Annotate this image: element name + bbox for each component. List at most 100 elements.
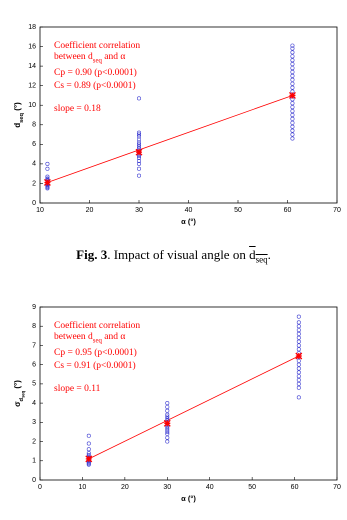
data-point (137, 96, 142, 101)
annotation: slope = 0.18 (54, 104, 101, 114)
data-point (290, 73, 295, 78)
data-point (296, 395, 301, 400)
x-tick-label: 40 (185, 207, 193, 214)
data-point (296, 374, 301, 379)
annotation: Coefficient correlation (54, 40, 140, 51)
annotation: Cs = 0.89 (p<0.0001) (54, 80, 136, 91)
fit-line (88, 355, 299, 460)
text-part: Cp = 0.90 (p<0.0001) (54, 67, 137, 78)
y-tick-label: 0 (32, 477, 36, 484)
data-point (45, 161, 50, 166)
text-part: and α (102, 332, 125, 342)
caption-part: . (267, 247, 271, 262)
caption-part: seq (255, 254, 268, 265)
text-part: Cp = 0.95 (p<0.0001) (54, 347, 137, 358)
data-point (137, 130, 142, 135)
data-point (290, 85, 295, 90)
y-tick-label: 2 (32, 438, 36, 445)
data-point (290, 54, 295, 59)
data-point (165, 416, 170, 421)
data-point (296, 314, 301, 319)
data-point (86, 451, 91, 456)
data-point (165, 414, 170, 419)
caption-part: d (249, 247, 256, 262)
data-point (290, 120, 295, 125)
text-part: Cs = 0.89 (p<0.0001) (54, 80, 136, 91)
data-point (290, 62, 295, 67)
data-point (165, 429, 170, 434)
data-point (165, 404, 170, 409)
y-tick-label: 12 (28, 83, 36, 90)
data-point (296, 381, 301, 386)
data-point (290, 81, 295, 86)
y-tick-label: 1 (32, 458, 36, 465)
x-tick-label: 60 (284, 207, 292, 214)
y-tick-label: 0 (32, 200, 36, 207)
data-point (290, 105, 295, 110)
data-point (165, 412, 170, 417)
text-part: Cs = 0.91 (p<0.0001) (54, 360, 136, 371)
data-point (165, 426, 170, 431)
mean-marker (288, 91, 296, 99)
data-point (137, 142, 142, 147)
annotation: between dseq and α (54, 52, 125, 64)
data-point (290, 113, 295, 118)
y-axis-label: dseq (°) (13, 102, 24, 128)
x-tick-label: 50 (248, 484, 256, 491)
data-point (290, 128, 295, 133)
data-point (290, 43, 295, 48)
y-tick-label: 14 (28, 63, 36, 70)
data-point (137, 132, 142, 137)
text-part: seq (93, 57, 103, 64)
data-point (137, 134, 142, 139)
data-point (290, 77, 295, 82)
data-point (290, 66, 295, 71)
y-tick-label: 5 (32, 381, 36, 388)
y-tick-label: 7 (32, 342, 36, 349)
data-point (86, 441, 91, 446)
annotation: slope = 0.11 (54, 384, 101, 394)
data-point (86, 447, 91, 452)
y-tick-label: 18 (28, 24, 36, 31)
data-point (296, 343, 301, 348)
data-point (290, 124, 295, 129)
y-tick-label: 4 (32, 161, 36, 168)
data-point (296, 358, 301, 363)
y-axis-label: σdseq (°) (13, 380, 26, 407)
text-part: slope = 0.11 (54, 384, 101, 394)
data-point (290, 116, 295, 121)
data-point (290, 58, 295, 63)
data-point (165, 431, 170, 436)
data-point (296, 370, 301, 375)
data-point (296, 320, 301, 325)
data-point (86, 433, 91, 438)
y-tick-label: 6 (32, 141, 36, 148)
data-point (290, 69, 295, 74)
x-tick-label: 20 (86, 207, 94, 214)
data-point (137, 161, 142, 166)
data-point (296, 385, 301, 390)
mean-marker (85, 455, 93, 463)
annotation: Cs = 0.91 (p<0.0001) (54, 360, 136, 371)
data-point (137, 144, 142, 149)
data-point (165, 439, 170, 444)
fit-line (47, 95, 293, 183)
x-tick-label: 30 (135, 207, 143, 214)
data-point (165, 408, 170, 413)
x-tick-label: 50 (234, 207, 242, 214)
annotation: Cp = 0.90 (p<0.0001) (54, 67, 137, 78)
text-part: between d (54, 52, 93, 62)
data-point (45, 174, 50, 179)
data-point (45, 166, 50, 171)
data-point (290, 132, 295, 137)
data-point (296, 335, 301, 340)
text-part: seq (18, 112, 24, 122)
y-tick-label: 9 (32, 304, 36, 311)
text-part: σ (13, 401, 22, 407)
x-tick-label: 10 (79, 484, 87, 491)
x-axis-label: α (°) (181, 217, 196, 226)
caption-part: Fig. 3 (76, 247, 108, 262)
data-point (290, 50, 295, 55)
